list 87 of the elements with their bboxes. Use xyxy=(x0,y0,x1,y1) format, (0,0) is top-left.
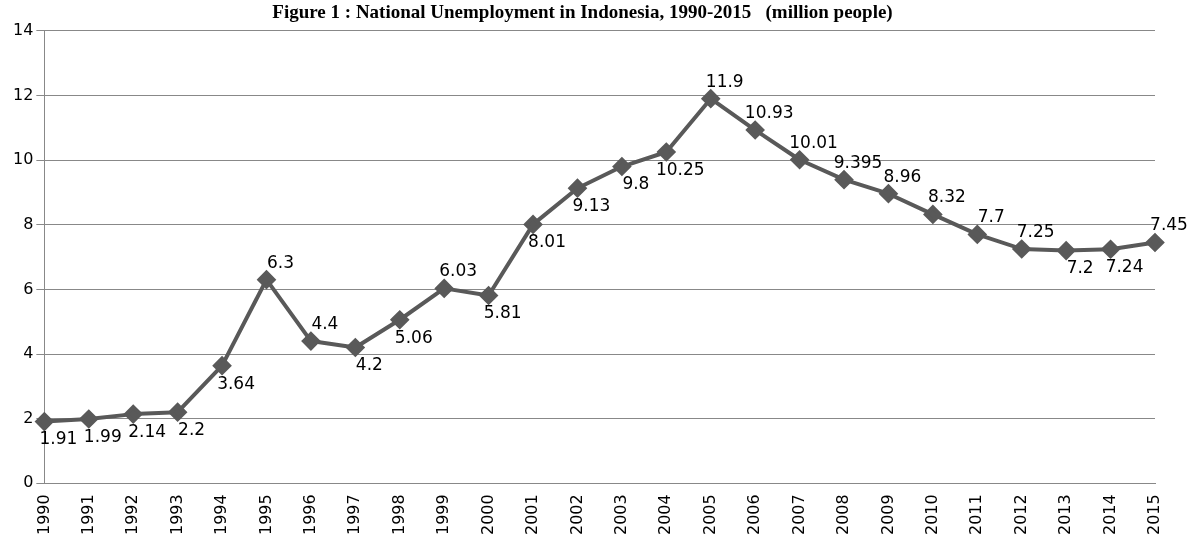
x-tick-label: 2006 xyxy=(744,494,764,535)
x-tick-label: 2009 xyxy=(877,494,897,535)
data-label: 7.24 xyxy=(1105,256,1144,277)
data-label: 7.7 xyxy=(977,206,1005,227)
point xyxy=(124,405,143,424)
data-label: 2.2 xyxy=(178,419,206,440)
x-tick-label: 1996 xyxy=(300,494,320,535)
point xyxy=(879,184,898,203)
data-label: 1.99 xyxy=(83,425,122,446)
chart-title: Figure 1 : National Unemployment in Indonesia, 1990-2015 (million people) xyxy=(272,1,893,24)
x-tick-label: 2004 xyxy=(655,494,675,535)
data-label: 2.14 xyxy=(128,421,167,442)
x-tick-label: 1995 xyxy=(255,494,275,535)
x-tick-label: 2014 xyxy=(1099,494,1119,535)
x-tick-label: 1998 xyxy=(388,494,408,535)
point xyxy=(568,179,587,198)
data-label: 4.4 xyxy=(311,312,339,333)
point xyxy=(168,403,187,422)
data-label: 10.01 xyxy=(789,131,838,152)
point xyxy=(612,157,631,176)
x-tick-label: 1990 xyxy=(33,494,53,535)
data-label: 9.13 xyxy=(572,195,611,216)
data-label: 8.32 xyxy=(927,186,966,207)
point xyxy=(257,270,276,289)
data-label: 4.2 xyxy=(355,354,383,375)
data-label: 1.91 xyxy=(39,428,78,449)
y-tick-label: 0 xyxy=(23,472,34,492)
point xyxy=(746,121,765,140)
point xyxy=(390,310,409,329)
y-tick-label: 10 xyxy=(13,149,34,169)
data-label: 9.8 xyxy=(622,173,650,194)
y-tick-label: 2 xyxy=(23,407,34,427)
point xyxy=(701,89,720,108)
x-tick-label: 2005 xyxy=(699,494,719,535)
data-label: 10.93 xyxy=(744,101,794,122)
y-tick-label: 8 xyxy=(23,213,34,233)
data-label: 5.81 xyxy=(483,302,522,323)
x-tick-label: 2001 xyxy=(522,494,542,535)
point xyxy=(479,286,498,305)
x-tick-label: 1994 xyxy=(211,494,231,535)
data-label: 6.03 xyxy=(439,260,478,281)
point xyxy=(1101,240,1120,259)
point xyxy=(923,205,942,224)
x-tick-label: 1999 xyxy=(433,494,453,535)
x-tick-label: 2010 xyxy=(922,494,942,535)
point xyxy=(213,356,232,375)
data-label: 8.01 xyxy=(528,231,566,252)
y-tick-label: 6 xyxy=(23,278,34,298)
y-tick-label: 4 xyxy=(23,343,34,363)
data-label: 7.45 xyxy=(1150,214,1188,235)
point xyxy=(346,338,365,357)
x-tick-label: 2008 xyxy=(833,494,853,535)
x-tick-label: 2002 xyxy=(566,494,586,535)
point xyxy=(301,332,320,351)
x-tick-label: 1991 xyxy=(77,494,97,535)
point xyxy=(657,143,676,161)
x-tick-label: 2013 xyxy=(1055,494,1075,535)
data-label: 9.395 xyxy=(833,151,883,172)
x-tick-label: 2011 xyxy=(966,494,986,535)
point xyxy=(835,170,854,189)
point xyxy=(35,412,54,431)
point xyxy=(524,215,543,234)
x-tick-label: 2012 xyxy=(1010,494,1030,535)
point xyxy=(435,279,454,298)
point xyxy=(968,225,987,244)
x-tick-label: 1997 xyxy=(344,494,364,535)
x-tick-label: 2007 xyxy=(788,494,808,535)
point xyxy=(1146,233,1164,252)
point xyxy=(790,150,809,169)
data-label: 10.25 xyxy=(655,158,705,179)
x-tick-label: 1993 xyxy=(166,494,186,535)
data-label: 11.9 xyxy=(705,70,744,91)
x-tick-label: 2015 xyxy=(1144,494,1164,535)
y-tick-label: 14 xyxy=(13,19,34,39)
data-label: 6.3 xyxy=(266,251,295,272)
data-label: 8.96 xyxy=(883,165,922,186)
x-tick-label: 2003 xyxy=(611,494,631,535)
x-tick-label: 1992 xyxy=(122,494,142,535)
data-label: 5.06 xyxy=(394,326,433,347)
data-label: 7.25 xyxy=(1016,220,1055,241)
data-label: 3.64 xyxy=(217,372,255,393)
y-tick-label: 12 xyxy=(13,84,34,104)
point xyxy=(1012,239,1031,258)
x-tick-label: 2000 xyxy=(477,494,497,535)
point xyxy=(1057,241,1076,260)
data-label: 7.2 xyxy=(1066,257,1094,278)
point xyxy=(79,409,98,428)
